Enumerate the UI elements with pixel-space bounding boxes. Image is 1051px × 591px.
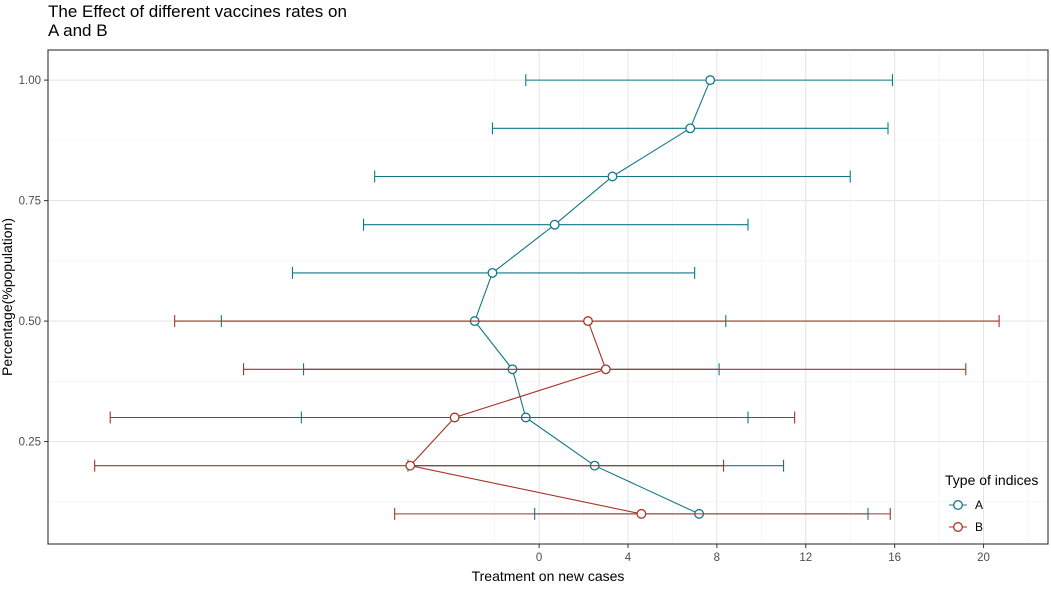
series-a — [220, 74, 893, 520]
legend: Type of indices AB — [945, 472, 1038, 534]
plot-panel-border — [47, 49, 1049, 545]
data-point — [449, 412, 460, 423]
legend-title: Type of indices — [945, 472, 1038, 488]
y-tick-label: 0.50 — [19, 316, 41, 328]
data-point — [549, 219, 560, 230]
x-tick-label: 4 — [625, 552, 632, 564]
data-layer — [94, 74, 1000, 520]
y-tick-label: 0.25 — [19, 437, 41, 449]
data-point — [685, 123, 696, 134]
x-tick-label: 16 — [888, 552, 901, 564]
grid — [48, 50, 1048, 544]
chart-title-line-1: The Effect of different vaccines rates o… — [48, 2, 347, 21]
legend-item-b: B — [949, 520, 983, 534]
y-tick-label: 0.75 — [19, 196, 41, 208]
legend-label: A — [975, 498, 983, 512]
x-tick-label: 12 — [799, 552, 812, 564]
x-axis-title: Treatment on new cases — [472, 568, 625, 584]
data-point — [705, 75, 716, 86]
data-point — [583, 316, 593, 327]
legend-label: B — [975, 520, 983, 534]
axes: 0 4 8 12 16 20 0.25 0.50 0.75 1.00 — [19, 75, 990, 564]
y-axis-title: Percentage(%population) — [0, 218, 15, 376]
data-point — [487, 267, 498, 278]
x-tick-label: 8 — [714, 552, 720, 564]
x-tick-label: 0 — [536, 552, 542, 564]
chart-title-line-2: A and B — [48, 21, 108, 40]
series-line — [474, 79, 711, 515]
data-point — [600, 364, 611, 375]
chart-title: The Effect of different vaccines rates o… — [48, 2, 448, 40]
y-tick-label: 1.00 — [19, 75, 41, 87]
x-tick-label: 20 — [977, 552, 990, 564]
data-point — [607, 171, 618, 182]
series-b — [94, 315, 1000, 520]
legend-key-point — [953, 500, 963, 510]
data-point — [636, 508, 647, 519]
legend-item-a: A — [949, 498, 983, 512]
data-point — [405, 460, 416, 471]
legend-key-point — [953, 522, 963, 532]
